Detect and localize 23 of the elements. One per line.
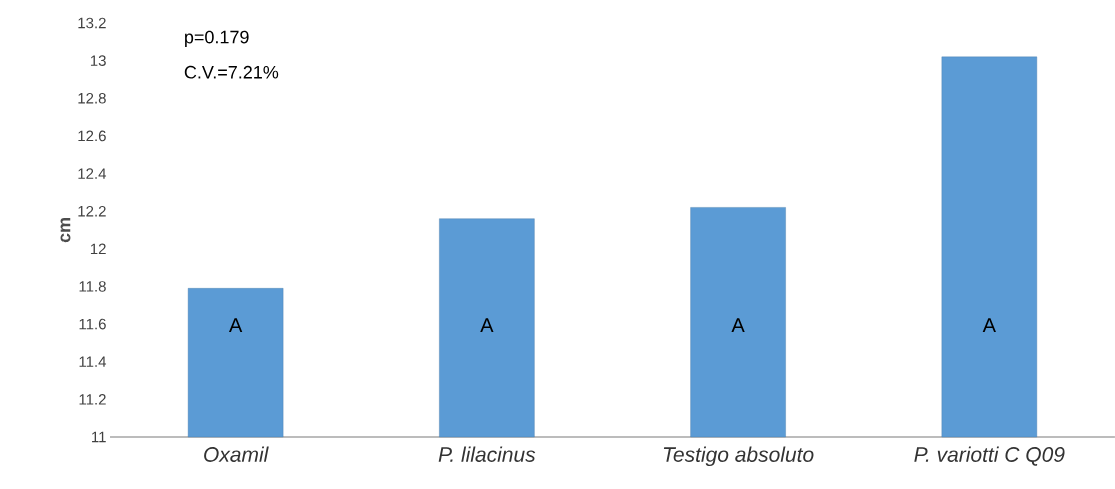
y-tick-label: 12.4 <box>78 168 107 179</box>
x-tick-label: P. variotti C Q09 <box>914 446 1065 466</box>
x-tick-label: P. lilacinus <box>438 446 536 462</box>
y-tick-label: 11.2 <box>79 394 106 405</box>
y-tick-label: 12 <box>90 243 106 255</box>
y-axis-title: cm <box>60 218 71 243</box>
x-tick-label: Testigo absoluto <box>663 446 814 467</box>
y-tick-label: 11 <box>92 431 106 443</box>
x-tick-label: Oxamil <box>204 446 269 462</box>
y-tick-label: 13 <box>90 55 106 66</box>
y-tick-label: 13.2 <box>78 17 106 29</box>
y-tick-label: 12.6 <box>78 130 106 142</box>
y-tick-label: 11.4 <box>79 356 107 367</box>
annotation: C.V.=7.21% <box>184 65 279 79</box>
annotation: A <box>731 318 745 333</box>
y-tick-label: 12.2 <box>78 205 106 217</box>
annotation: p=0.179 <box>185 30 249 47</box>
y-tick-label: 12.8 <box>78 92 106 104</box>
annotation: A <box>982 318 996 333</box>
annotation: A <box>228 318 243 333</box>
annotation: A <box>480 318 494 333</box>
y-tick-label: 11.6 <box>79 318 106 330</box>
y-tick-label: 11.8 <box>79 281 106 292</box>
